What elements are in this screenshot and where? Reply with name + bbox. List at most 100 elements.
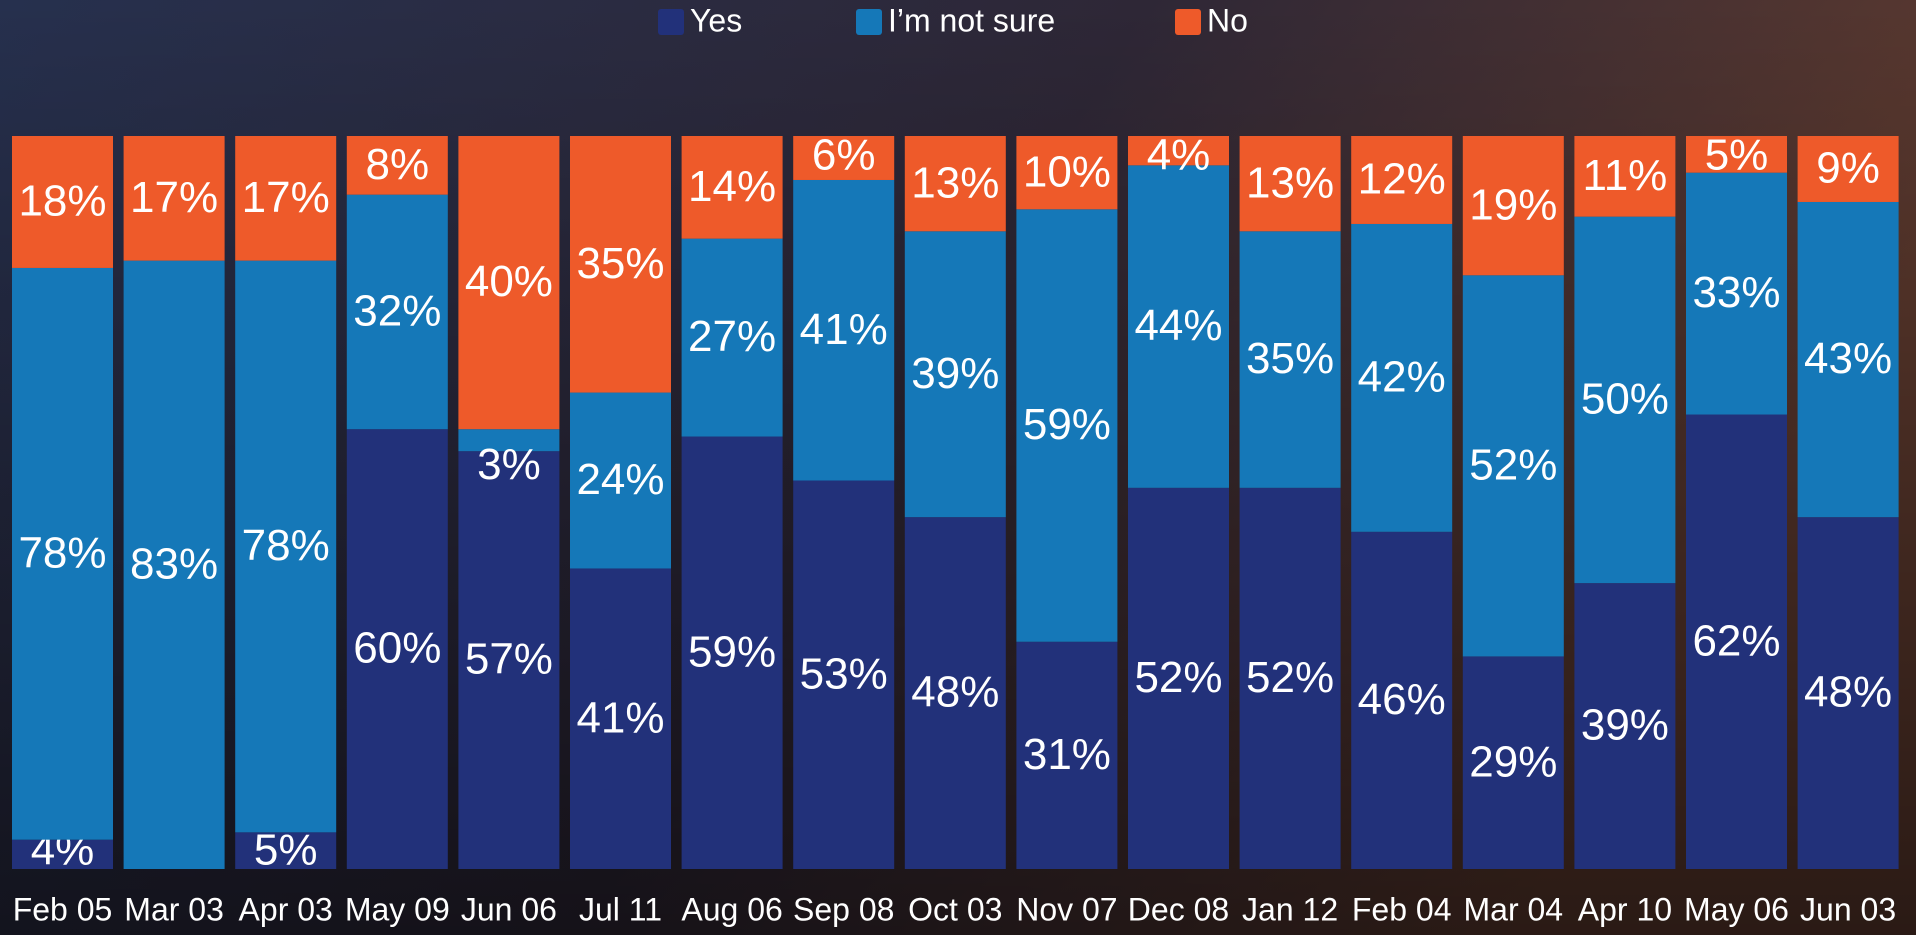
data-label: 13% xyxy=(911,158,999,207)
x-tick-label: Aug 06 xyxy=(681,891,782,927)
x-tick-label: Oct 03 xyxy=(908,891,1002,927)
bar-segment xyxy=(904,231,1006,518)
data-label: 27% xyxy=(688,312,776,361)
bar-segment xyxy=(1351,223,1453,532)
bar-segment xyxy=(1128,165,1229,488)
x-tick-label: Nov 07 xyxy=(1016,891,1117,927)
bar-segment xyxy=(1351,136,1453,224)
bar-segment xyxy=(123,136,225,261)
bar-segment xyxy=(1239,231,1341,488)
bar-segment xyxy=(1574,216,1676,584)
bar-segment xyxy=(570,568,671,869)
bar-segment xyxy=(12,267,113,840)
bar-segment xyxy=(1239,136,1341,232)
data-label: 4% xyxy=(1147,131,1211,180)
data-label: 5% xyxy=(254,826,318,875)
bar-segment xyxy=(1016,209,1118,642)
bar-segment xyxy=(1686,136,1787,173)
x-tick-label: Jun 03 xyxy=(1800,891,1896,927)
bar-segment xyxy=(12,839,113,869)
data-label: 13% xyxy=(1246,158,1334,207)
data-label: 41% xyxy=(576,693,664,742)
data-label: 19% xyxy=(1469,180,1557,229)
bar-segment xyxy=(1686,172,1787,415)
bar-segment xyxy=(1462,275,1564,657)
data-label: 17% xyxy=(242,173,330,222)
bar-segment xyxy=(235,260,337,833)
bar-segment xyxy=(1797,201,1899,518)
bar-segment xyxy=(1797,517,1899,869)
data-label: 52% xyxy=(1246,653,1334,702)
bar-segment xyxy=(570,136,671,393)
data-label: 60% xyxy=(353,624,441,673)
data-label: 44% xyxy=(1134,301,1222,350)
bar-segment xyxy=(1016,641,1118,869)
data-label: 3% xyxy=(477,440,541,489)
data-label: 52% xyxy=(1134,653,1222,702)
x-tick-label: Mar 03 xyxy=(124,891,224,927)
x-tick-label: Sep 08 xyxy=(793,891,894,927)
data-label: 35% xyxy=(1246,334,1334,383)
data-label: 39% xyxy=(1581,701,1669,750)
legend-swatch xyxy=(658,9,684,35)
data-label: 32% xyxy=(353,287,441,336)
data-label: 39% xyxy=(911,349,999,398)
x-tick-label: May 06 xyxy=(1684,891,1789,927)
legend-swatch xyxy=(856,9,882,35)
x-tick-label: Feb 04 xyxy=(1352,891,1452,927)
bar-segment xyxy=(1128,136,1229,166)
data-label: 8% xyxy=(366,140,430,189)
data-label: 40% xyxy=(465,257,553,306)
bar-segment xyxy=(12,136,113,268)
bar-segment xyxy=(793,136,895,180)
bar-segment xyxy=(681,136,783,239)
data-label: 48% xyxy=(1804,668,1892,717)
x-tick-label: Jan 12 xyxy=(1242,891,1338,927)
data-label: 9% xyxy=(1816,144,1880,193)
legend-label: Yes xyxy=(690,2,742,38)
bar-segment xyxy=(346,429,448,869)
data-label: 59% xyxy=(688,627,776,676)
bar-segment xyxy=(1686,414,1787,869)
data-label: 17% xyxy=(130,173,218,222)
data-label: 48% xyxy=(911,668,999,717)
data-label: 5% xyxy=(1705,131,1769,180)
data-label: 31% xyxy=(1023,730,1111,779)
bar-segment xyxy=(681,238,783,437)
data-label: 35% xyxy=(576,239,664,288)
x-tick-label: May 09 xyxy=(345,891,450,927)
bar-segment xyxy=(681,436,783,869)
x-tick-label: Feb 05 xyxy=(13,891,113,927)
bar-segment xyxy=(1797,136,1899,202)
data-label: 24% xyxy=(576,455,664,504)
data-label: 62% xyxy=(1692,616,1780,665)
bar-segment xyxy=(1351,531,1453,869)
data-label: 12% xyxy=(1358,155,1446,204)
bar-segment xyxy=(1239,487,1341,869)
data-label: 18% xyxy=(18,177,106,226)
legend-swatch xyxy=(1175,9,1201,35)
bar-segment xyxy=(793,480,895,869)
data-label: 50% xyxy=(1581,375,1669,424)
bar-segment xyxy=(235,136,337,261)
bar-segment xyxy=(793,179,895,481)
bar-segment xyxy=(1574,136,1676,217)
bar-segment xyxy=(346,194,448,430)
bar-segment xyxy=(123,260,225,869)
bar-segment xyxy=(458,136,560,430)
data-label: 83% xyxy=(130,539,218,588)
data-label: 78% xyxy=(242,521,330,570)
bar-segment xyxy=(1128,487,1229,869)
data-label: 10% xyxy=(1023,147,1111,196)
bar-segment xyxy=(904,136,1006,232)
data-label: 78% xyxy=(18,528,106,577)
bar-segment xyxy=(1016,136,1118,210)
bar-segment xyxy=(458,429,560,452)
x-tick-label: Apr 03 xyxy=(239,891,333,927)
bar-segment xyxy=(1462,136,1564,276)
bar-segment xyxy=(904,517,1006,869)
legend-label: No xyxy=(1207,2,1248,38)
bar-segment xyxy=(346,136,448,195)
bar-segment xyxy=(1574,583,1676,869)
